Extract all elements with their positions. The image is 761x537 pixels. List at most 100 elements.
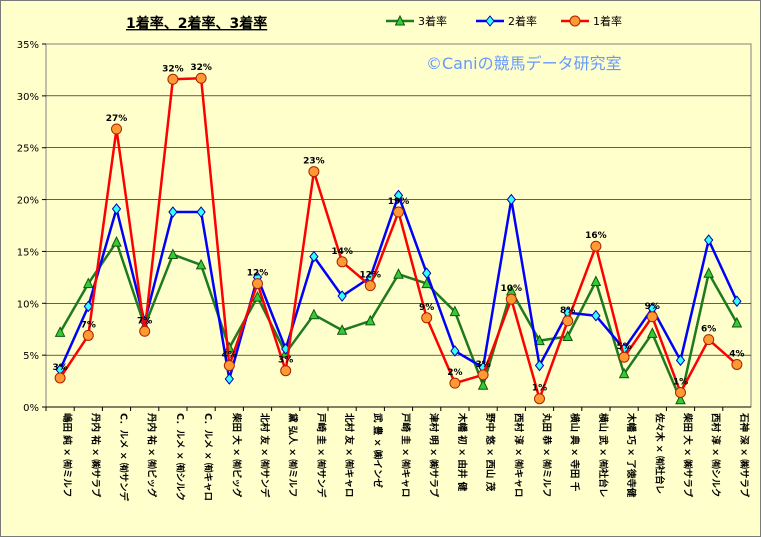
point-marker — [534, 334, 545, 346]
point-marker — [450, 345, 460, 357]
point-marker — [308, 308, 320, 320]
x-tick-label: 野中 悠 × 西山 茂 — [484, 413, 496, 492]
watermark-text: ©Caniの競馬データ研究室 — [426, 54, 622, 73]
x-tick-label: 西村 淳 × ㈲シルク — [710, 413, 722, 497]
data-label: 3% — [475, 360, 490, 370]
point-marker — [534, 359, 545, 372]
data-label: 1% — [532, 384, 547, 394]
data-label: 7% — [81, 320, 96, 330]
point-marker — [167, 248, 179, 260]
point-marker — [252, 278, 263, 290]
x-tick-label: 丹内 祐 × ㈱サラブ — [89, 413, 101, 498]
x-tick-label: 西村 淳 × ㈲キャロ — [512, 413, 524, 497]
point-marker — [449, 305, 461, 317]
point-marker — [223, 360, 235, 372]
y-tick-label: 30% — [17, 92, 39, 103]
point-marker — [703, 334, 715, 346]
point-marker — [111, 123, 122, 135]
x-tick-label: 柴田 大 × ㈱サラブ — [682, 412, 694, 498]
chart-title: 1着率、2着率、3着率 — [126, 15, 267, 32]
point-marker — [82, 329, 94, 341]
legend-item-3着率: 3着率 — [386, 14, 447, 28]
data-label: 3% — [52, 363, 67, 373]
point-marker — [309, 250, 319, 263]
y-tick-label: 15% — [17, 247, 39, 258]
point-marker — [83, 300, 93, 313]
legend-label: 2着率 — [508, 14, 537, 28]
legend-swatch-marker — [569, 15, 581, 27]
x-tick-label: 佐々木 × ㈲社台レ — [653, 412, 665, 494]
x-tick-label: 嶋田 純 × ㈲ミルフ — [61, 413, 73, 497]
point-marker — [590, 275, 602, 287]
point-marker — [393, 206, 404, 218]
x-tick-label: 黛 弘人 × ㈲ミルフ — [287, 413, 299, 497]
point-marker — [449, 377, 461, 389]
point-marker — [111, 235, 122, 247]
point-marker — [704, 234, 714, 246]
point-marker — [308, 166, 320, 178]
data-label: 12% — [360, 271, 382, 281]
point-marker — [196, 206, 206, 218]
point-marker — [732, 295, 742, 308]
point-marker — [167, 73, 179, 85]
data-label: 6% — [701, 325, 716, 335]
point-marker — [646, 311, 658, 323]
point-marker — [505, 293, 517, 305]
point-marker — [731, 358, 743, 370]
data-label: 32% — [190, 63, 212, 73]
point-marker — [477, 379, 489, 390]
x-tick-label: 横山 典 × 寺田 千 — [569, 413, 581, 492]
data-label: 12% — [247, 269, 269, 279]
point-marker — [421, 312, 433, 324]
x-axis: 嶋田 純 × ㈲ミルフ 丹内 祐 × ㈱サラブ C．ルメ × ㈲サンデ 丹内 祐 × … — [45, 406, 751, 502]
data-label: 14% — [331, 247, 353, 257]
series-1着率 — [54, 72, 743, 405]
point-marker — [139, 325, 151, 337]
data-label: 1% — [673, 377, 688, 387]
x-tick-label: 戸崎 圭 × ㈲サンデ — [315, 413, 327, 498]
point-marker — [393, 189, 404, 202]
y-tick-label: 35% — [17, 40, 39, 51]
y-tick-label: 20% — [17, 196, 39, 207]
x-tick-label: 津村 明 × ㈱サラブ — [428, 413, 440, 498]
point-marker — [562, 330, 574, 341]
x-tick-label: 横山 武 × ㈲社台レ — [597, 413, 609, 497]
legend-label: 3着率 — [418, 14, 447, 28]
y-tick-label: 0% — [23, 403, 39, 414]
plot-background — [45, 43, 752, 408]
series-3着率 — [54, 235, 743, 405]
x-tick-label: 武 豊 × ㈱インゼ — [371, 413, 383, 488]
y-tick-label: 5% — [23, 351, 39, 362]
x-tick-label: 柴田 大 × ㈲ビッグ — [230, 412, 242, 498]
point-marker — [477, 369, 489, 381]
legend: 3着率 2着率 1着率 — [386, 14, 622, 28]
point-marker — [731, 316, 743, 328]
data-label: 16% — [585, 231, 607, 241]
point-marker — [195, 72, 207, 84]
point-marker — [337, 290, 347, 302]
point-marker — [336, 324, 348, 335]
data-label: 7% — [137, 316, 152, 326]
data-label: 4% — [222, 351, 237, 361]
x-tick-label: 北村 友 × ㈲キャロ — [343, 413, 355, 497]
plot-area — [45, 43, 752, 408]
point-marker — [336, 256, 348, 268]
series-layer — [54, 72, 743, 405]
point-marker — [364, 280, 376, 292]
y-tick-label: 25% — [17, 144, 39, 155]
x-tick-label: C．ルメ × ㈲キャロ — [202, 413, 214, 501]
point-marker — [54, 372, 66, 384]
point-marker — [534, 393, 545, 405]
point-marker — [82, 277, 94, 289]
data-label: 4% — [729, 349, 744, 359]
data-label: 2% — [447, 368, 462, 378]
point-marker — [703, 267, 715, 278]
point-marker — [364, 314, 376, 326]
point-marker — [195, 258, 207, 270]
legend-item-1着率: 1着率 — [561, 14, 622, 28]
data-label: 9% — [645, 302, 660, 312]
data-labels: 3% 7% 27% 7% 32% 32% 4% 12% 3% 23% 14% 12% 19% 9% 2% 3%… — [52, 63, 744, 393]
point-marker — [591, 309, 601, 322]
data-label: 5% — [616, 342, 631, 352]
